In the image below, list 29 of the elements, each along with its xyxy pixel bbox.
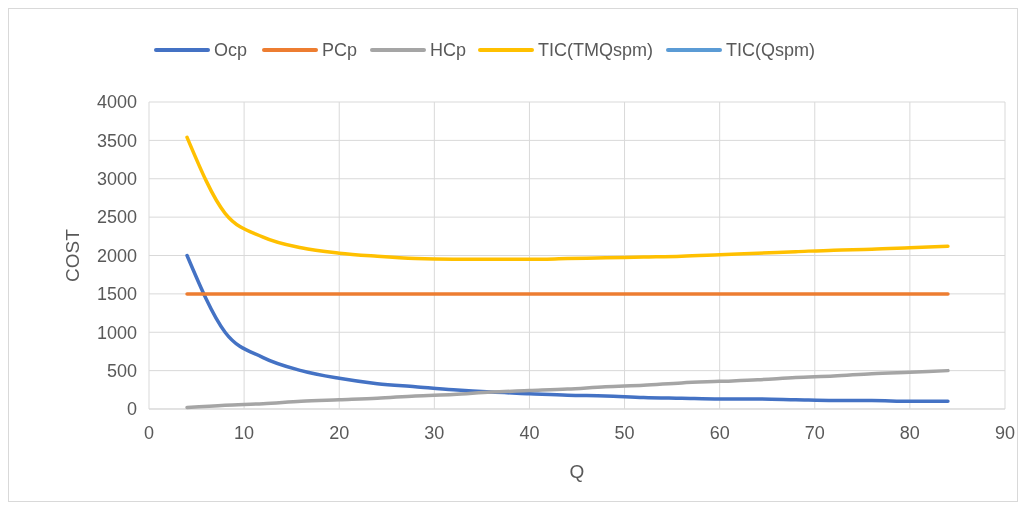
legend-label: Ocp [214,40,248,61]
x-tick-label: 0 [143,423,155,443]
y-tick-label: 1500 [96,284,137,305]
legend-label: HCp [430,40,467,61]
y-tick-label: 0 [126,399,137,420]
x-tick-label: 60 [709,423,730,443]
y-tick-label: 2000 [96,245,137,266]
y-tick-label: 3500 [96,130,137,151]
x-axis-title: Q [569,461,585,482]
x-tick-label: 70 [804,423,825,443]
legend-label: TIC(Qspm) [726,40,815,61]
x-tick-label: 30 [424,423,445,443]
x-tick-label: 40 [519,423,540,443]
line-series [185,253,950,404]
line-series [185,135,950,262]
x-tick-label: 20 [329,423,350,443]
y-tick-label: 1000 [96,322,137,343]
y-tick-label: 2500 [96,207,137,228]
x-tick-label: 50 [614,423,635,443]
x-tick-label: 80 [899,423,920,443]
y-tick-label: 500 [106,360,137,381]
x-tick-label: 10 [234,423,255,443]
legend-label: PCp [322,40,358,61]
y-tick-label: 4000 [96,92,137,113]
x-tick-label: 90 [994,423,1016,443]
y-axis-title: COST [62,228,83,282]
y-tick-label: 3000 [96,169,137,190]
line-series [185,368,950,410]
legend-label: TIC(TMQspm) [538,40,653,61]
